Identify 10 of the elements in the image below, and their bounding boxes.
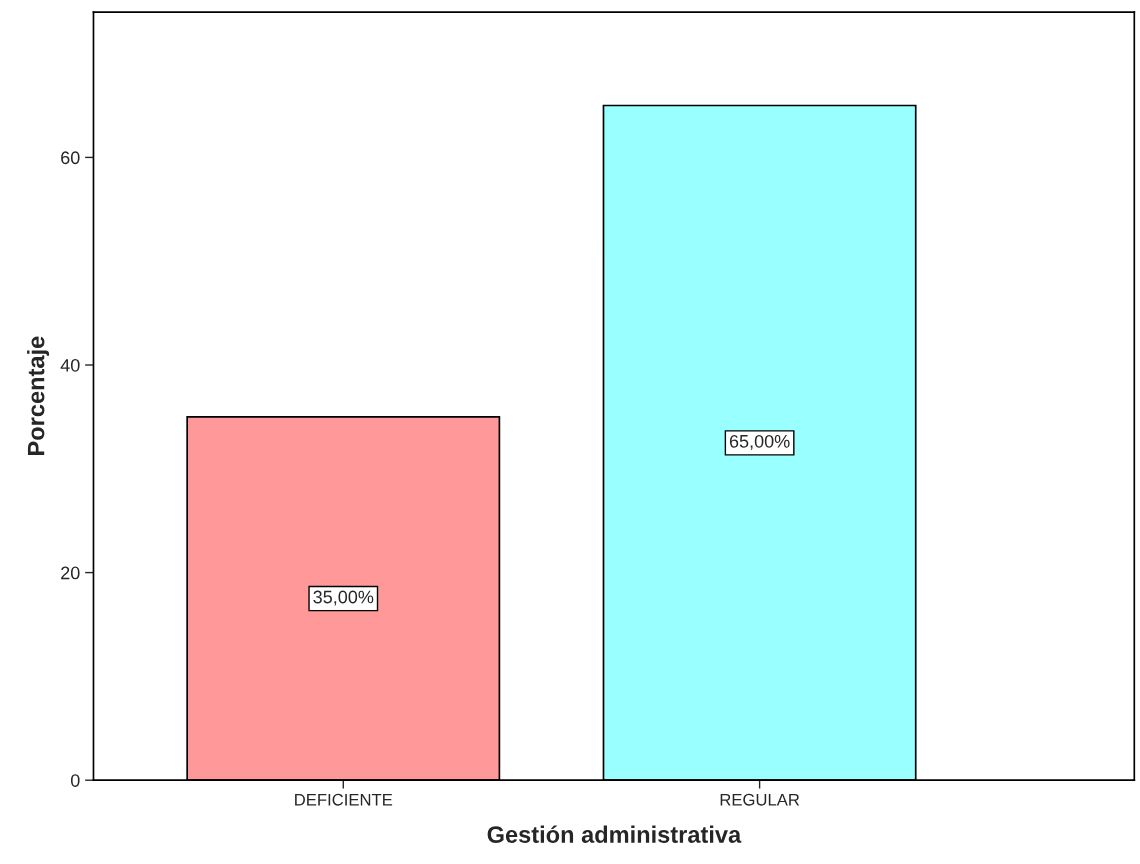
x-tick-label: REGULAR <box>720 793 800 806</box>
data-label: 65,00% <box>729 434 790 450</box>
y-tick-label: 0 <box>70 774 80 787</box>
x-tick-label: DEFICIENTE <box>295 793 393 806</box>
y-tick-label: 60 <box>61 151 80 165</box>
y-tick-label: 20 <box>61 566 80 580</box>
y-tick-label: 40 <box>60 358 80 372</box>
x-axis-title: Gestión administrativa <box>487 825 742 843</box>
y-axis-title: Porcentaje <box>27 336 50 455</box>
data-label: 35,00% <box>313 590 374 606</box>
